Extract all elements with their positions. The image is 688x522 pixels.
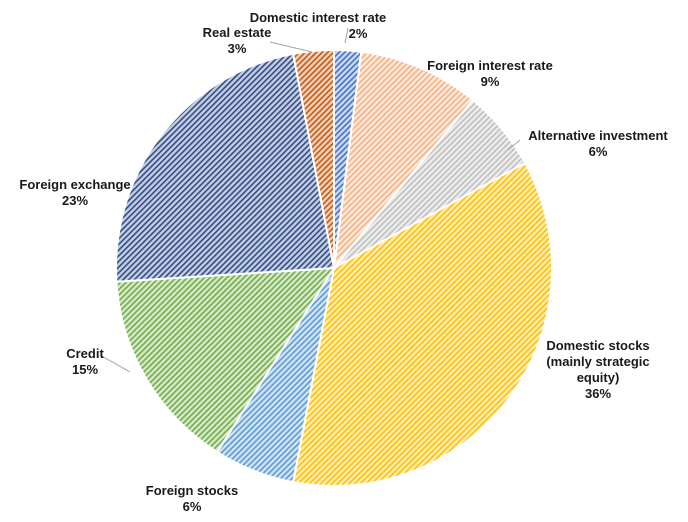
percent-label: 3% [228, 41, 247, 56]
data-label: Credit 15% [66, 346, 104, 377]
percent-label: 36% [585, 386, 611, 401]
category-label: Foreign exchange [19, 177, 130, 192]
category-label: equity) [577, 370, 620, 385]
pie-slice-real-estate [291, 48, 335, 269]
leader-line [269, 41, 313, 53]
leader-lines [99, 27, 521, 373]
data-label: Alternative investment 6% [528, 128, 668, 159]
category-label: Foreign stocks [146, 483, 238, 498]
category-label: Real estate [203, 25, 272, 40]
percent-label: 6% [589, 144, 608, 159]
percent-label: 2% [349, 26, 368, 41]
pie-slice-foreign-exchange [115, 52, 336, 283]
category-label: Domestic interest rate [250, 10, 387, 25]
percent-label: 15% [72, 362, 98, 377]
category-label: Domestic stocks [546, 338, 649, 353]
leader-line [344, 27, 349, 44]
data-label: Domestic interest rate 2% [250, 10, 387, 41]
leader-line [507, 139, 521, 151]
data-label: Domestic stocks (mainly strategic equity) 3… [546, 338, 649, 401]
percent-label: 9% [481, 74, 500, 89]
category-label: Foreign interest rate [427, 58, 553, 73]
pie-slice-credit [115, 266, 336, 454]
leader-line [99, 354, 131, 373]
pie-slice-foreign-interest-rate [332, 50, 475, 272]
percent-label: 6% [183, 499, 202, 514]
labels-layer: Domestic interest rate 2% Foreign interest… [19, 10, 668, 514]
data-label: Foreign exchange 23% [19, 177, 130, 208]
category-label: Credit [66, 346, 104, 361]
slices-layer [115, 48, 553, 487]
data-label: Foreign stocks 6% [146, 483, 238, 514]
data-label: Foreign interest rate 9% [427, 58, 553, 89]
percent-label: 23% [62, 193, 88, 208]
pie-slice-domestic-stocks-mainly-strategic-equity [291, 161, 553, 487]
category-label: (mainly strategic [546, 354, 649, 369]
category-label: Alternative investment [528, 128, 668, 143]
data-label: Real estate 3% [203, 25, 272, 56]
